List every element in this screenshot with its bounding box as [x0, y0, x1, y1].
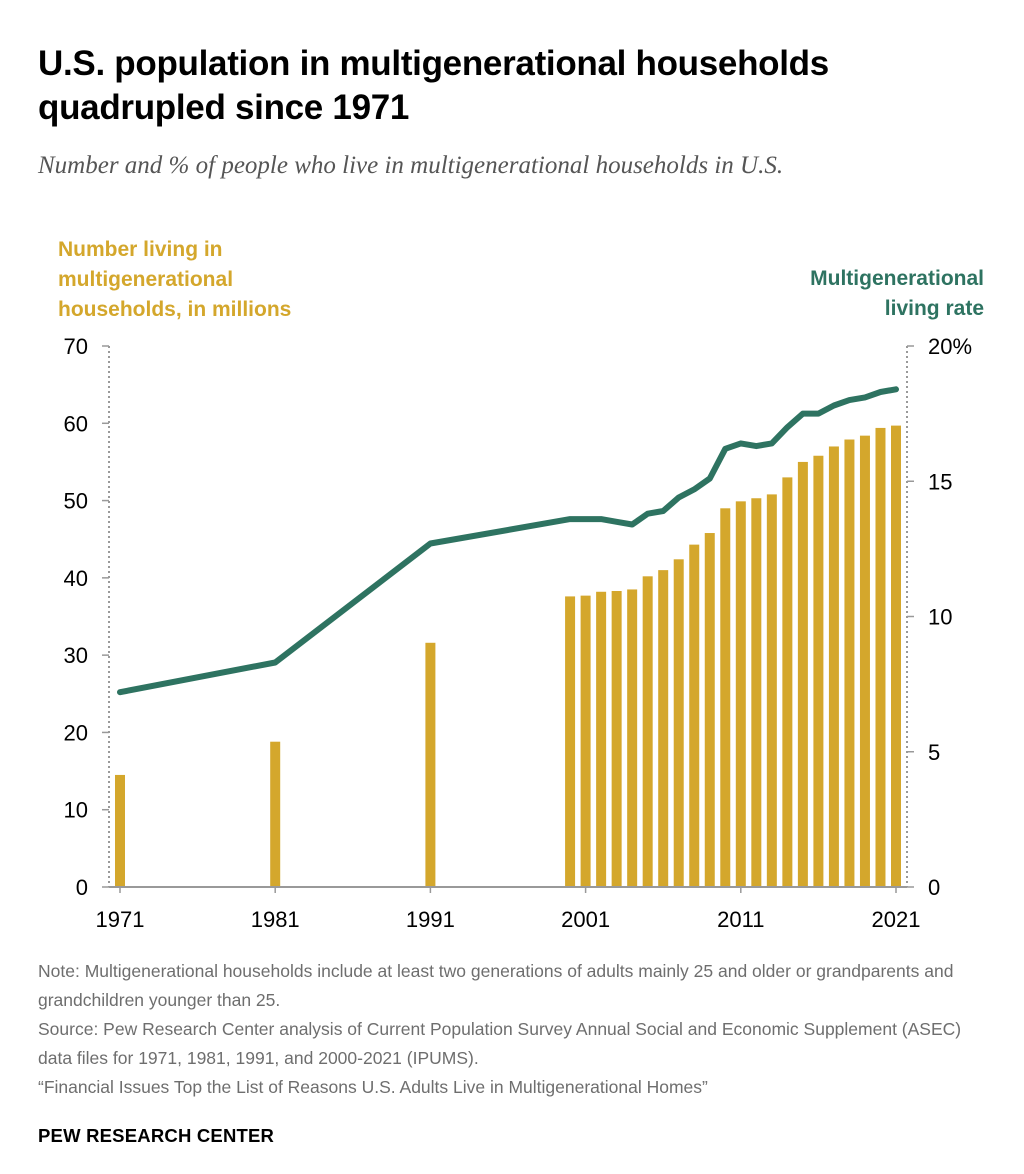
bar-2021: [891, 425, 901, 887]
bar-1981: [270, 741, 281, 887]
bar-2008: [689, 544, 700, 887]
left-axis-title-line: multigenerational: [58, 268, 233, 291]
chart: Number living in multigenerational househo…: [58, 238, 984, 932]
bar-2010: [720, 508, 731, 887]
left-axis-title: Number living in multigenerational househo…: [58, 238, 291, 321]
right-axis-tick-label: 0: [928, 875, 940, 900]
left-axis-tick-label: 20: [64, 720, 88, 745]
right-axis: 0 5 10 15 20%: [906, 334, 972, 900]
bar-2002: [596, 591, 607, 887]
left-axis-title-line: Number living in: [58, 238, 223, 261]
x-axis-tick-label: 1971: [96, 907, 145, 932]
left-axis: 0 10 20 30 40 50 60 70: [64, 334, 110, 900]
report-title: “Financial Issues Top the List of Reason…: [38, 1077, 708, 1097]
bars: [115, 425, 901, 887]
notes-block: Note: Multigenerational households inclu…: [38, 957, 998, 1102]
bar-2011: [735, 501, 746, 887]
bar-2016: [813, 455, 824, 887]
bar-2014: [782, 477, 793, 887]
x-axis-tick-label: 1991: [406, 907, 455, 932]
x-axis-tick-label: 2021: [872, 907, 921, 932]
right-axis-title-line: living rate: [885, 297, 984, 320]
bar-2009: [704, 533, 715, 887]
x-axis-tick-label: 2011: [717, 907, 764, 932]
left-axis-title-line: households, in millions: [58, 298, 291, 321]
right-axis-tick-label: 20%: [928, 334, 972, 359]
bar-2007: [673, 559, 684, 887]
x-axis-tick-label: 1981: [251, 907, 300, 932]
bar-1971: [115, 774, 125, 887]
bar-2000: [565, 596, 576, 887]
rate-line: [117, 386, 899, 696]
bar-2001: [580, 595, 591, 887]
source-text: Source: Pew Research Center analysis of …: [38, 1019, 962, 1068]
bar-1991: [425, 642, 436, 887]
bar-2012: [751, 498, 762, 887]
left-axis-tick-label: 40: [64, 566, 88, 591]
left-axis-tick-label: 50: [64, 489, 88, 514]
bar-2017: [828, 446, 839, 887]
pew-research-center-logo: PEW RESEARCH CENTER: [38, 1125, 275, 1146]
chart-title: U.S. population in multigenerational hou…: [38, 44, 829, 127]
bar-2019: [859, 435, 870, 887]
right-axis-tick-label: 5: [928, 740, 940, 765]
bar-2003: [611, 590, 622, 887]
bar-2013: [766, 494, 777, 887]
right-axis-tick-label: 10: [928, 605, 952, 630]
chart-subtitle: Number and % of people who live in multi…: [38, 152, 784, 179]
x-axis-tick-label: 2001: [561, 907, 610, 932]
left-axis-tick-label: 70: [64, 334, 88, 359]
bar-2015: [797, 461, 808, 887]
right-axis-tick-label: 15: [928, 469, 952, 494]
right-axis-title-line: Multigenerational: [810, 267, 984, 290]
left-axis-tick-label: 30: [64, 643, 88, 668]
right-axis-title: Multigenerational living rate: [810, 267, 984, 320]
bar-2006: [658, 570, 669, 887]
bar-2018: [844, 439, 855, 887]
x-axis: 1971 1981 1991 2001 2011 2021: [96, 887, 921, 932]
left-axis-tick-label: 0: [76, 875, 88, 900]
left-axis-tick-label: 60: [64, 411, 88, 436]
note-text: Note: Multigenerational households inclu…: [38, 961, 954, 1010]
bar-2020: [875, 427, 886, 887]
bar-2005: [642, 576, 653, 887]
rate-line-path: [117, 386, 899, 696]
left-axis-tick-label: 10: [64, 798, 88, 823]
bar-2004: [627, 589, 638, 887]
